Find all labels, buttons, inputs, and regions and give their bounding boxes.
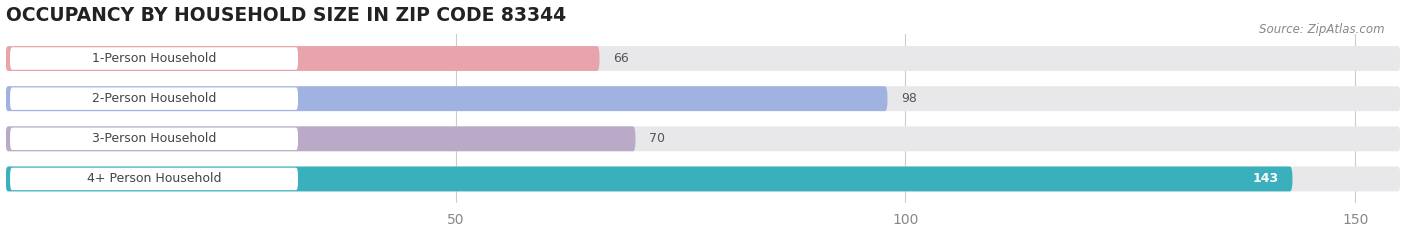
FancyBboxPatch shape xyxy=(6,167,1400,191)
Text: 1-Person Household: 1-Person Household xyxy=(91,52,217,65)
Text: 66: 66 xyxy=(613,52,628,65)
Text: Source: ZipAtlas.com: Source: ZipAtlas.com xyxy=(1260,23,1385,36)
FancyBboxPatch shape xyxy=(6,126,636,151)
FancyBboxPatch shape xyxy=(10,127,298,150)
Text: 4+ Person Household: 4+ Person Household xyxy=(87,172,221,185)
Text: 3-Person Household: 3-Person Household xyxy=(91,132,217,145)
FancyBboxPatch shape xyxy=(10,168,298,190)
Text: 143: 143 xyxy=(1253,172,1279,185)
FancyBboxPatch shape xyxy=(6,167,1292,191)
FancyBboxPatch shape xyxy=(6,46,1400,71)
FancyBboxPatch shape xyxy=(10,47,298,70)
FancyBboxPatch shape xyxy=(6,86,1400,111)
Text: OCCUPANCY BY HOUSEHOLD SIZE IN ZIP CODE 83344: OCCUPANCY BY HOUSEHOLD SIZE IN ZIP CODE … xyxy=(6,6,565,24)
Text: 98: 98 xyxy=(901,92,917,105)
FancyBboxPatch shape xyxy=(6,86,887,111)
FancyBboxPatch shape xyxy=(10,87,298,110)
FancyBboxPatch shape xyxy=(6,126,1400,151)
FancyBboxPatch shape xyxy=(6,46,599,71)
Text: 2-Person Household: 2-Person Household xyxy=(91,92,217,105)
Text: 70: 70 xyxy=(650,132,665,145)
